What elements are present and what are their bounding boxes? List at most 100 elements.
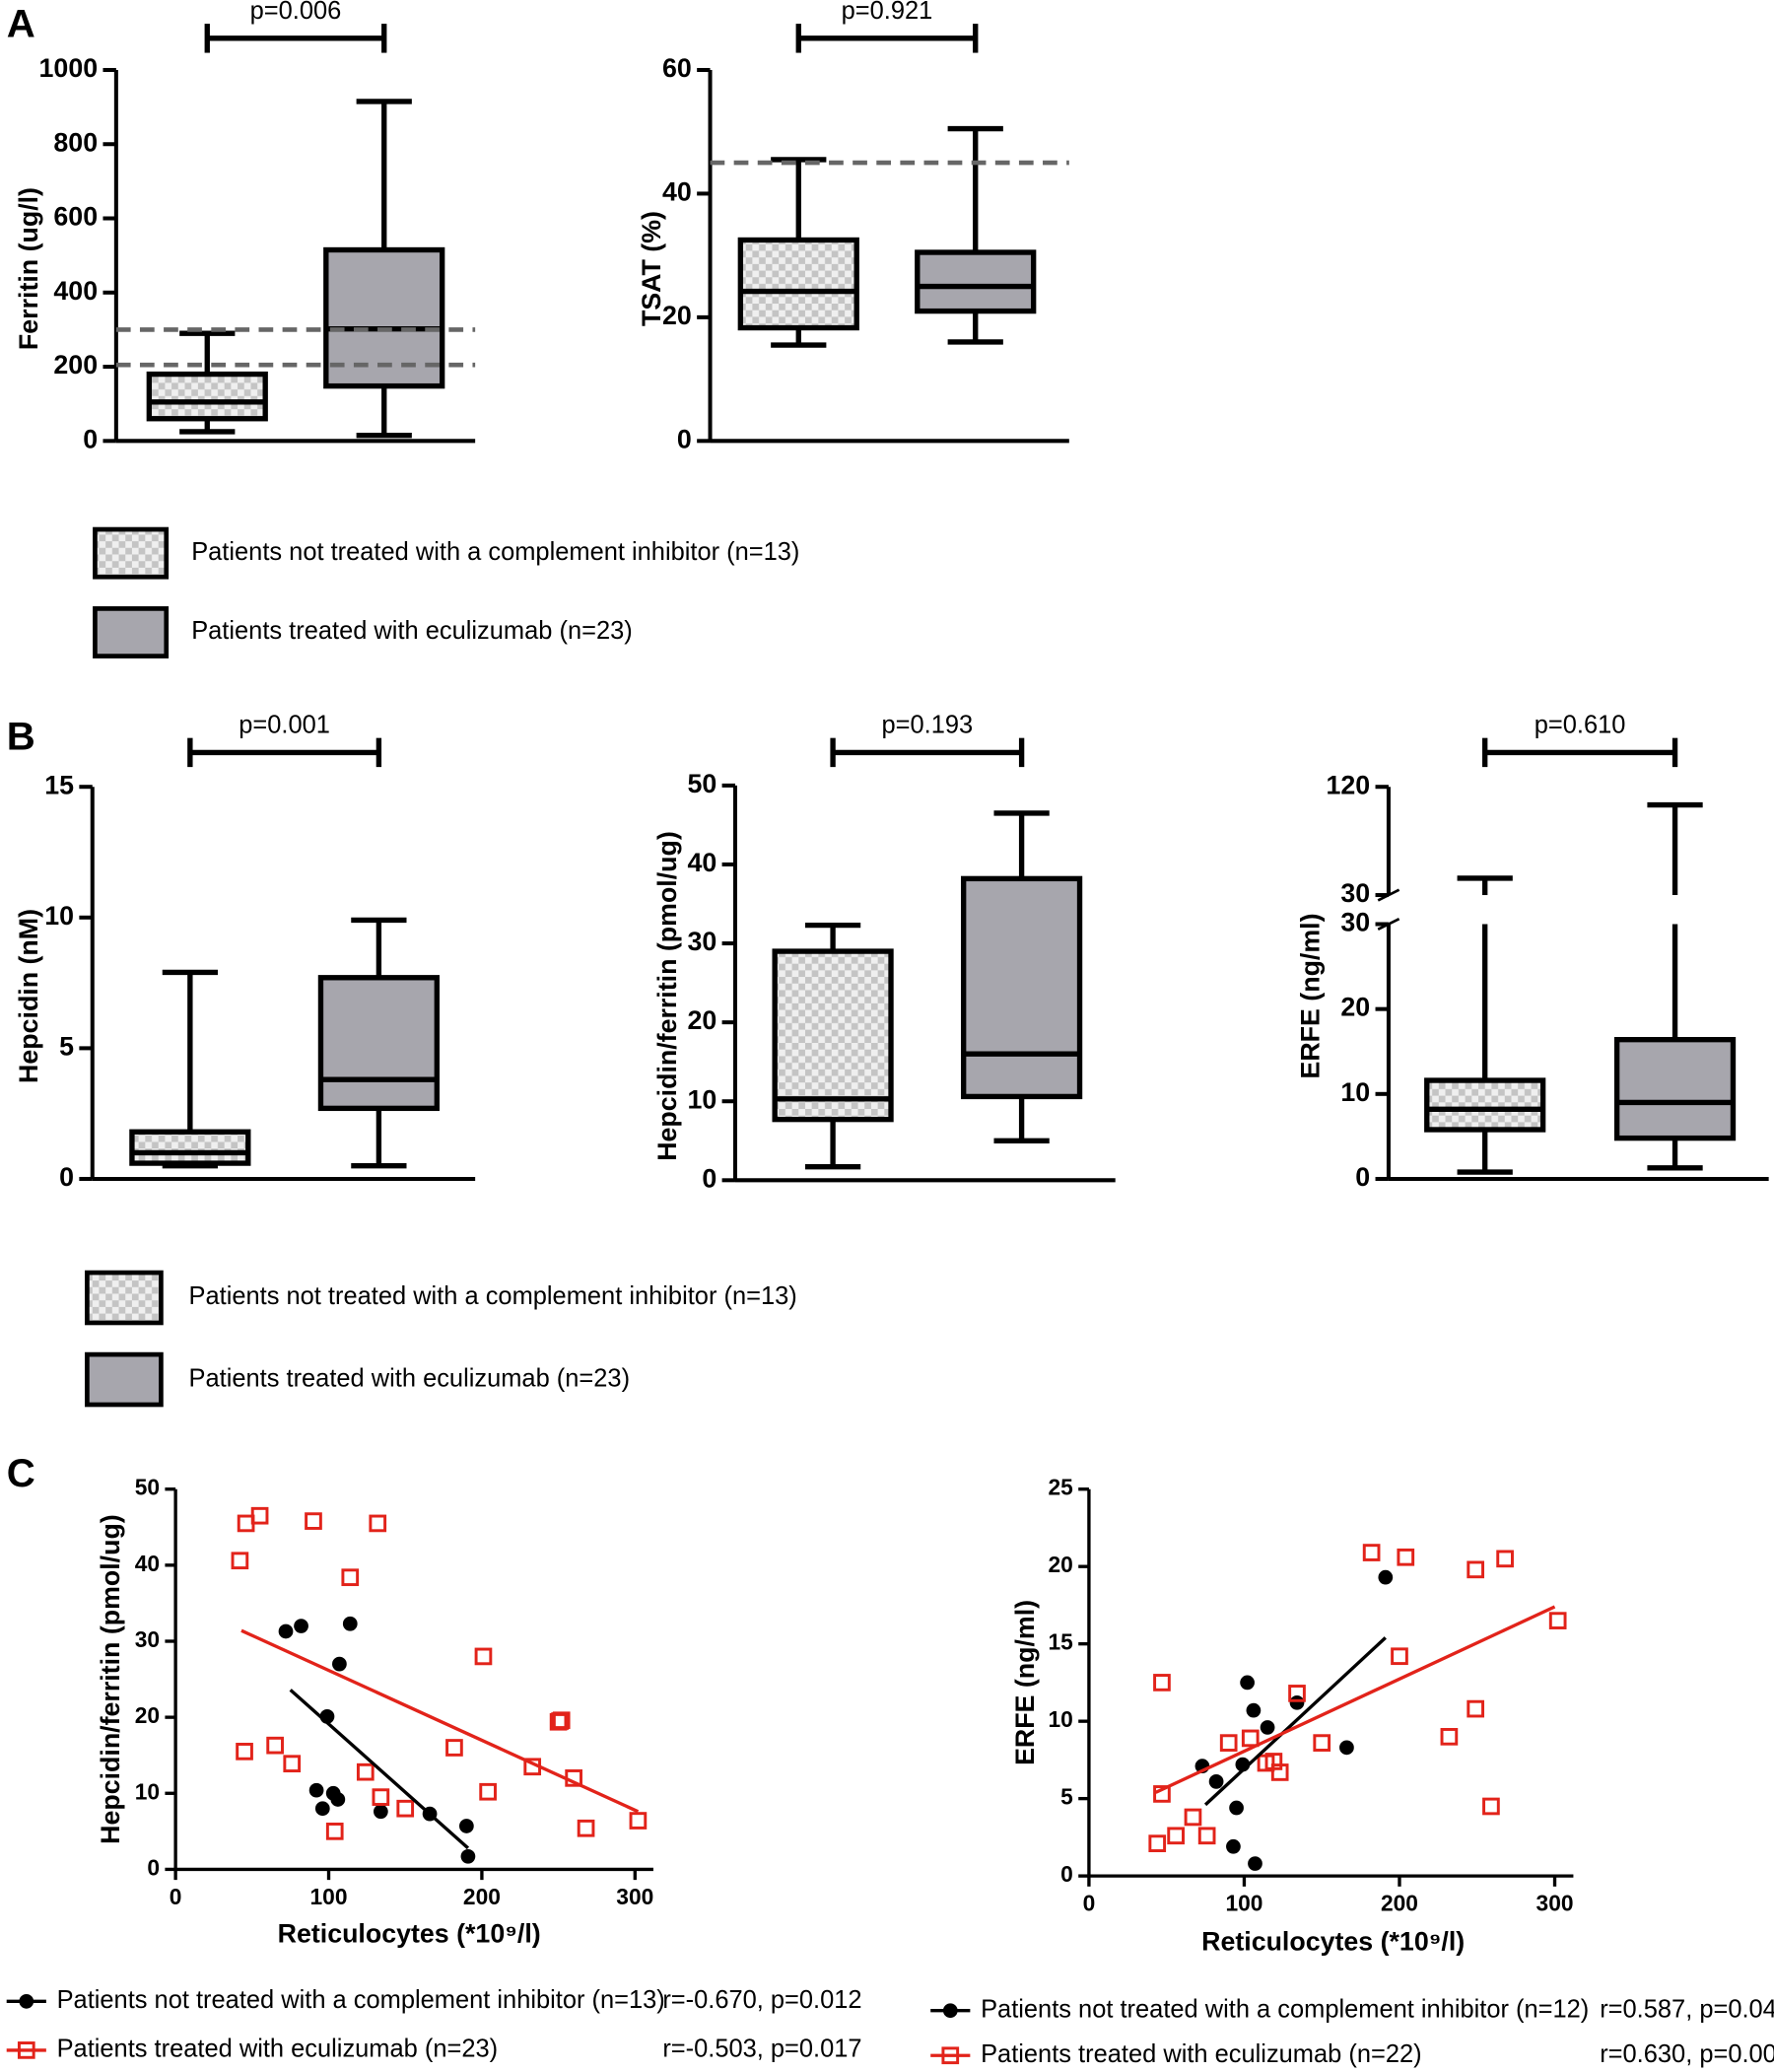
box xyxy=(146,371,268,422)
legend-label: Patients not treated with a complement i… xyxy=(57,1986,665,2014)
point xyxy=(1184,1808,1202,1827)
point xyxy=(1246,1702,1262,1718)
x-tick-label: 0 xyxy=(1083,1891,1096,1916)
x-tick-label: 200 xyxy=(1381,1891,1418,1916)
point xyxy=(236,1743,253,1761)
legend-swatch xyxy=(85,1351,164,1408)
y-axis-label: ERFE (ng/ml) xyxy=(1010,1600,1040,1765)
point xyxy=(1240,1675,1255,1691)
point xyxy=(445,1739,463,1757)
y-tick-label: 10 xyxy=(687,1084,716,1114)
y-tick-label: 800 xyxy=(53,127,98,157)
box xyxy=(317,975,440,1112)
y-tick-label: 20 xyxy=(687,1005,716,1035)
point xyxy=(1482,1797,1500,1816)
y-axis-label: TSAT (%) xyxy=(637,211,666,326)
y-tick-label: 50 xyxy=(135,1475,160,1500)
y-tick-label: 20 xyxy=(662,301,692,330)
y-tick-label: 0 xyxy=(677,424,692,453)
legend-swatch xyxy=(93,526,170,580)
x-tick-label: 200 xyxy=(463,1884,501,1909)
y-tick-label: 5 xyxy=(59,1031,74,1061)
panel-label: A xyxy=(7,1,35,45)
x-axis-label: Reticulocytes (*10⁹/l) xyxy=(278,1918,541,1948)
box xyxy=(915,249,1037,314)
x-axis-label: Reticulocytes (*10⁹/l) xyxy=(1201,1926,1465,1956)
point xyxy=(1153,1674,1171,1692)
y-tick-label: 40 xyxy=(662,177,692,207)
point xyxy=(294,1619,308,1633)
point xyxy=(577,1819,595,1837)
point xyxy=(629,1812,648,1830)
legend-stats: r=-0.670, p=0.012 xyxy=(662,1986,861,2014)
y-tick-label: 20 xyxy=(135,1702,160,1728)
fit-line xyxy=(1203,1636,1387,1807)
point xyxy=(325,1823,344,1840)
point xyxy=(1362,1544,1381,1561)
point xyxy=(1467,1560,1485,1579)
point xyxy=(356,1762,375,1781)
legend-label: Patients treated with eculizumab (n=23) xyxy=(57,2036,499,2063)
legend-marker xyxy=(19,1993,34,2009)
x-tick-label: 100 xyxy=(1225,1891,1262,1916)
point xyxy=(1226,1838,1241,1854)
point xyxy=(369,1514,387,1533)
point xyxy=(1197,1827,1216,1845)
y-tick-label: 1000 xyxy=(39,53,99,83)
point xyxy=(1440,1728,1459,1746)
box xyxy=(960,875,1083,1100)
box xyxy=(1613,1036,1737,1141)
point xyxy=(1264,1753,1283,1770)
y-tick-label: 200 xyxy=(53,350,98,380)
y-tick-label: 10 xyxy=(135,1778,160,1804)
y-tick-label: 10 xyxy=(1049,1706,1073,1732)
y-tick-label: 40 xyxy=(135,1551,160,1576)
point xyxy=(1248,1856,1262,1871)
box xyxy=(1424,1077,1546,1133)
point xyxy=(1148,1834,1167,1852)
legend-stats: r=-0.503, p=0.017 xyxy=(662,2036,861,2063)
point xyxy=(278,1623,294,1639)
legend-label: Patients not treated with a complement i… xyxy=(981,1995,1589,2023)
y-tick-label: 400 xyxy=(53,276,98,306)
y-tick-label: 0 xyxy=(702,1163,716,1193)
point xyxy=(1496,1550,1514,1568)
fit-line xyxy=(240,1628,640,1814)
point xyxy=(314,1801,330,1817)
p-value: p=0.610 xyxy=(1535,711,1626,738)
panel-label: B xyxy=(7,715,35,759)
legend-marker xyxy=(942,2003,958,2019)
point xyxy=(341,1568,360,1587)
p-value: p=0.006 xyxy=(250,0,342,25)
point xyxy=(373,1804,388,1820)
point xyxy=(1208,1774,1224,1789)
point xyxy=(460,1848,476,1864)
point xyxy=(474,1647,493,1666)
point xyxy=(250,1506,269,1525)
x-tick-label: 300 xyxy=(616,1884,653,1909)
y-tick-label: 20 xyxy=(1049,1552,1073,1577)
p-value: p=0.193 xyxy=(882,711,974,738)
y-tick-label: 15 xyxy=(44,770,74,799)
legend-stats: r=0.587, p=0.045 xyxy=(1600,1995,1774,2023)
legend-marker xyxy=(17,2041,35,2059)
point xyxy=(1397,1548,1415,1566)
point xyxy=(1289,1694,1305,1710)
y-tick-label: 30 xyxy=(1340,908,1370,937)
y-axis-label: Hepcidin/ferritin (pmol/ug) xyxy=(652,831,682,1161)
point xyxy=(332,1656,347,1672)
legend-swatch xyxy=(93,606,170,658)
p-value: p=0.921 xyxy=(842,0,933,25)
y-tick-label: 10 xyxy=(44,901,74,931)
fit-line xyxy=(289,1689,470,1850)
point xyxy=(459,1819,474,1833)
x-tick-label: 100 xyxy=(310,1884,348,1909)
legend-label: Patients treated with eculizumab (n=22) xyxy=(981,2040,1422,2068)
y-axis-label: Ferritin (ug/l) xyxy=(14,187,43,350)
box xyxy=(772,948,894,1123)
point xyxy=(1313,1734,1331,1752)
y-tick-label: 30 xyxy=(1340,878,1370,908)
point xyxy=(1288,1685,1306,1702)
point xyxy=(231,1552,249,1570)
